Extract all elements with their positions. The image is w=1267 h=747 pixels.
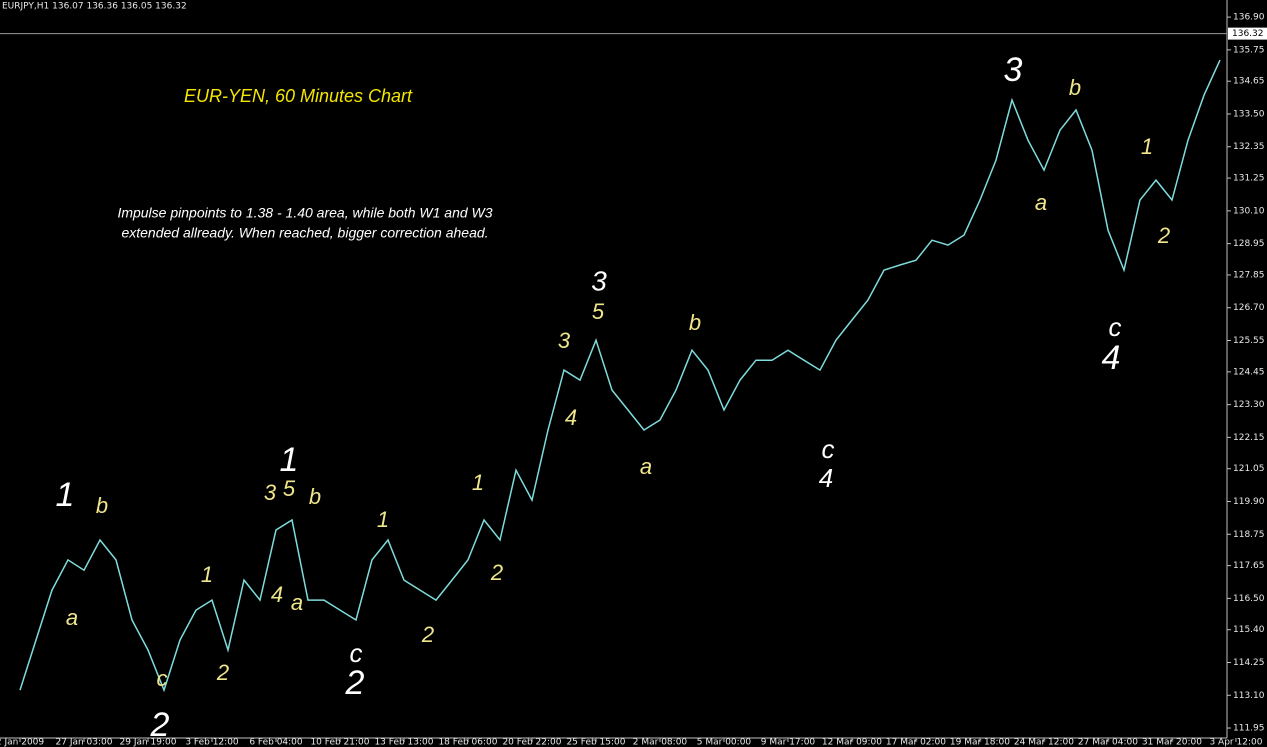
y-tick-label: 113.10 (1233, 691, 1265, 701)
x-tick-label: 31 Mar 20:00 (1142, 738, 1202, 747)
y-tick-label: 124.45 (1233, 367, 1265, 377)
y-tick-label: 111.95 (1233, 724, 1265, 734)
wave-label: 3 (591, 265, 607, 296)
wave-label: c (157, 666, 168, 691)
price-line (19, 59, 1221, 693)
y-tick-label: 115.40 (1233, 625, 1265, 635)
wave-label: 2 (421, 622, 434, 647)
wave-label: 4 (271, 582, 283, 607)
x-tick-label: 19 Mar 18:00 (950, 738, 1010, 747)
wave-label: 2 (216, 660, 229, 685)
wave-label: a (1035, 190, 1047, 215)
wave-label: a (640, 454, 652, 479)
y-tick-label: 133.50 (1233, 109, 1265, 119)
wave-label: 1 (56, 476, 75, 514)
y-tick-label: 123.30 (1233, 400, 1265, 410)
y-tick-label: 118.75 (1233, 530, 1265, 540)
y-tick-label: 136.90 (1233, 13, 1265, 23)
wave-label: 1 (1141, 134, 1153, 159)
wave-label: b (689, 310, 701, 335)
x-tick-label: 17 Mar 02:00 (886, 738, 946, 747)
y-tick-label: 134.65 (1233, 77, 1265, 87)
wave-label: 2 (345, 664, 365, 702)
y-tick-label: 122.15 (1233, 433, 1265, 443)
wave-label: 2 (1157, 223, 1170, 248)
y-tick-label: 121.05 (1233, 464, 1265, 474)
wave-label: b (96, 493, 108, 518)
last-price-label: 136.32 (1232, 29, 1264, 39)
y-tick-label: 135.75 (1233, 45, 1265, 55)
wave-label: 1 (377, 507, 389, 532)
wave-label: a (291, 590, 303, 615)
note-line: extended allready. When reached, bigger … (121, 225, 488, 241)
x-tick-label: 29 Jan 19:00 (120, 738, 177, 747)
x-tick-label: 2 Mar 08:00 (633, 738, 688, 747)
x-tick-label: 18 Feb 06:00 (438, 738, 497, 747)
y-tick-label: 131.25 (1233, 174, 1265, 184)
x-tick-label: 27 Mar 04:00 (1078, 738, 1138, 747)
wave-label: 3 (264, 480, 277, 505)
y-tick-label: 116.50 (1233, 594, 1265, 604)
y-tick-label: 125.55 (1233, 336, 1265, 346)
wave-label: 5 (283, 476, 296, 501)
wave-label: a (66, 605, 78, 630)
x-tick-label: 12 Mar 09:00 (822, 738, 882, 747)
wave-label: 1 (201, 562, 213, 587)
wave-label: 5 (592, 299, 605, 324)
y-tick-label: 126.70 (1233, 303, 1265, 313)
wave-label: 3 (1004, 51, 1023, 89)
x-tick-label: 20 Feb 22:00 (502, 738, 561, 747)
x-tick-label: 3 Feb 12:00 (185, 738, 239, 747)
wave-label: c (350, 638, 363, 668)
x-tick-label: 24 Mar 12:00 (1014, 738, 1074, 747)
last-price-box (1228, 27, 1267, 40)
wave-label: 3 (558, 328, 571, 353)
y-tick-label: 128.95 (1233, 239, 1265, 249)
wave-label: c (1109, 312, 1122, 342)
wave-label: b (1069, 75, 1081, 100)
wave-label: 4 (565, 405, 577, 430)
header: EURJPY,H1 136.07 136.36 136.05 136.32 (2, 2, 187, 12)
note-line: Impulse pinpoints to 1.38 - 1.40 area, w… (117, 205, 492, 221)
wave-label: 1 (472, 470, 484, 495)
x-tick-label: 2 Jan 2009 (0, 738, 44, 747)
x-tick-label: 27 Jan 03:00 (56, 738, 113, 747)
x-tick-label: 10 Feb 21:00 (310, 738, 369, 747)
wave-label: 2 (150, 706, 170, 744)
wave-label: 2 (490, 560, 503, 585)
wave-label: 4 (819, 463, 833, 493)
wave-label: 4 (1102, 339, 1121, 377)
y-tick-label: 117.65 (1233, 561, 1265, 571)
x-tick-label: 6 Feb 04:00 (249, 738, 303, 747)
wave-label: 1 (280, 441, 299, 479)
y-tick-label: 132.35 (1233, 142, 1265, 152)
y-tick-label: 114.25 (1233, 658, 1265, 668)
y-tick-label: 130.10 (1233, 206, 1265, 216)
wave-label: b (309, 484, 321, 509)
x-tick-label: 25 Feb 15:00 (566, 738, 625, 747)
x-tick-label: 9 Mar 17:00 (761, 738, 816, 747)
wave-label: c (822, 434, 835, 464)
x-tick-label: 3 Apr 12:00 (1209, 738, 1262, 747)
chart-title: EUR-YEN, 60 Minutes Chart (184, 86, 413, 106)
x-tick-label: 13 Feb 13:00 (374, 738, 433, 747)
x-tick-label: 5 Mar 00:00 (697, 738, 752, 747)
y-tick-label: 119.90 (1233, 497, 1265, 507)
y-tick-label: 127.85 (1233, 270, 1265, 280)
